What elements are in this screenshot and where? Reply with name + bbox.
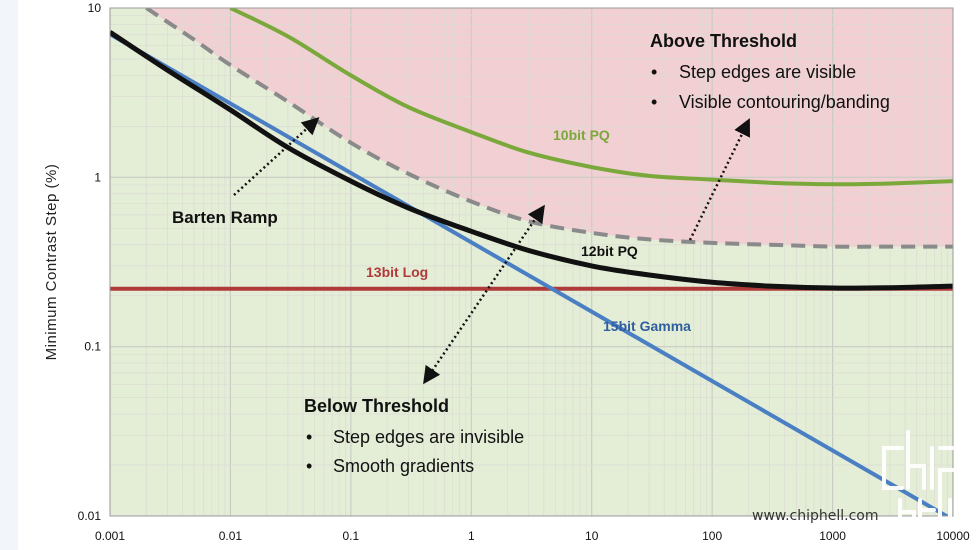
label-13bit-log: 13bit Log <box>366 264 428 280</box>
series-10bit-pq <box>229 8 953 187</box>
x-tick-label: 10 <box>585 529 599 543</box>
x-tick-label: 0.01 <box>219 529 243 543</box>
y-tick-label: 1 <box>94 170 101 184</box>
below-threshold-item: Smooth gradients <box>333 456 474 476</box>
y-tick-label: 0.1 <box>84 340 101 354</box>
bullet-icon: • <box>651 92 657 112</box>
above-threshold-item: Step edges are visible <box>679 62 856 82</box>
chiphell-logo-icon <box>882 430 958 528</box>
watermark-url: www.chiphell.com <box>752 508 878 524</box>
y-tick-label: 0.01 <box>78 509 102 523</box>
x-tick-label: 0.001 <box>95 529 125 543</box>
below-threshold-title: Below Threshold <box>304 396 449 416</box>
above-threshold-region <box>110 8 953 247</box>
chiphell-watermark: www.chiphell.com <box>752 430 958 528</box>
label-12bit-pq: 12bit PQ <box>581 243 638 259</box>
above-threshold-title: Above Threshold <box>650 31 797 51</box>
above-threshold-arrow <box>688 118 750 241</box>
x-axis-ticks: 0.001 0.01 0.1 1 10 100 1000 10000 <box>95 529 970 543</box>
bullet-icon: • <box>651 62 657 82</box>
y-axis-label: Minimum Contrast Step (%) <box>43 164 60 361</box>
x-tick-label: 0.1 <box>343 529 360 543</box>
label-10bit-pq: 10bit PQ <box>553 127 610 143</box>
label-barten-ramp: Barten Ramp <box>172 208 278 227</box>
y-tick-label: 10 <box>88 1 102 15</box>
below-threshold-note: Below Threshold • Step edges are invisib… <box>304 396 524 476</box>
x-tick-label: 1 <box>468 529 475 543</box>
x-tick-label: 10000 <box>936 529 970 543</box>
label-15bit-gamma: 15bit Gamma <box>603 318 691 334</box>
x-tick-label: 100 <box>702 529 722 543</box>
below-threshold-item: Step edges are invisible <box>333 427 524 447</box>
bullet-icon: • <box>306 427 312 447</box>
below-threshold-arrow <box>423 204 545 385</box>
x-tick-label: 1000 <box>819 529 846 543</box>
y-axis-ticks: 0.01 0.1 1 10 <box>78 1 102 523</box>
above-threshold-item: Visible contouring/banding <box>679 92 890 112</box>
bullet-icon: • <box>306 456 312 476</box>
left-gutter <box>0 0 18 550</box>
above-threshold-note: Above Threshold • Step edges are visible… <box>650 31 890 112</box>
plot-frame <box>109 7 954 517</box>
series-barten-ramp <box>145 8 953 249</box>
